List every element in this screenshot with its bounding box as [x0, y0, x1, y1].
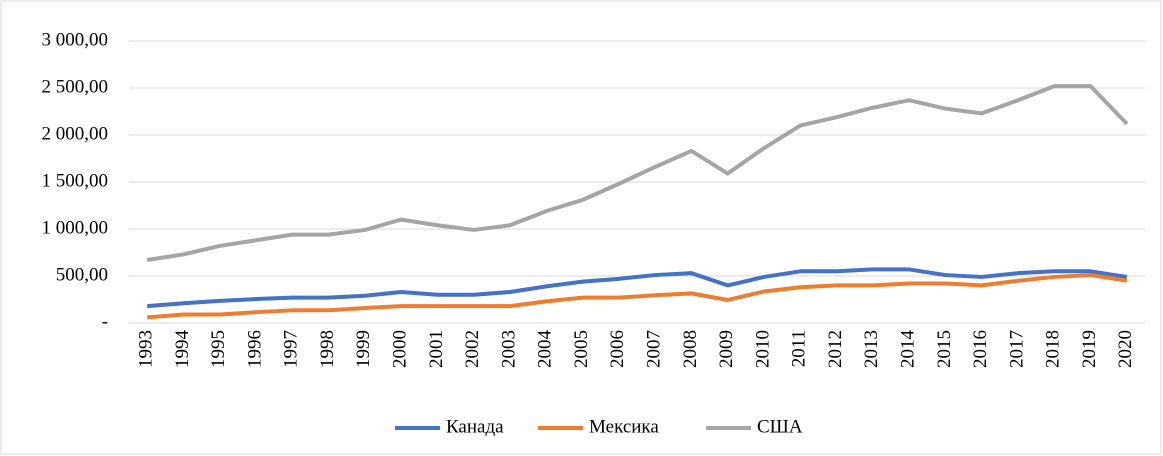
x-tick-label: 2017	[1006, 330, 1027, 368]
x-tick-label: 1998	[317, 330, 338, 368]
y-tick-label: 2 500,00	[42, 76, 109, 97]
x-tick-label: 2011	[789, 330, 810, 367]
legend-label: Мексика	[589, 416, 659, 437]
x-tick-label: 2013	[861, 330, 882, 368]
x-tick-label: 2007	[644, 330, 665, 368]
x-tick-label: 1994	[172, 330, 193, 369]
x-tick-label: 2019	[1079, 330, 1100, 368]
series-line	[146, 84, 1129, 262]
y-tick-label: 500,00	[56, 264, 108, 285]
x-tick-label: 1999	[353, 330, 374, 368]
x-tick-label: 1997	[281, 330, 302, 368]
x-tick-label: 2005	[571, 330, 592, 368]
x-tick-label: 2020	[1115, 330, 1136, 368]
y-tick-label: 2 000,00	[42, 123, 109, 144]
y-tick-label: 3 000,00	[42, 29, 109, 50]
x-tick-label: 2015	[934, 330, 955, 368]
x-tick-label: 2001	[426, 330, 447, 368]
series-line	[146, 273, 1128, 320]
x-tick-label: 2010	[752, 330, 773, 368]
x-tick-label: 2008	[680, 330, 701, 368]
y-tick-label: -	[102, 311, 108, 332]
legend-label: Канада	[446, 416, 504, 437]
x-tick-label: 1996	[244, 330, 265, 368]
x-tick-label: 2018	[1043, 330, 1064, 368]
x-tick-label: 1995	[208, 330, 229, 368]
x-tick-label: 2014	[898, 330, 919, 369]
x-tick-label: 2000	[390, 330, 411, 368]
legend-label: США	[757, 416, 803, 437]
series-line	[146, 267, 1128, 309]
x-tick-label: 2002	[462, 330, 483, 368]
x-tick-label: 2003	[498, 330, 519, 368]
y-tick-label: 1 500,00	[42, 170, 109, 191]
x-tick-label: 1993	[136, 330, 157, 368]
x-tick-label: 2012	[825, 330, 846, 368]
x-tick-label: 2009	[716, 330, 737, 368]
x-tick-label: 2016	[970, 330, 991, 368]
x-tick-label: 2006	[607, 330, 628, 368]
x-tick-label: 2004	[535, 330, 556, 369]
y-tick-label: 1 000,00	[42, 217, 109, 238]
